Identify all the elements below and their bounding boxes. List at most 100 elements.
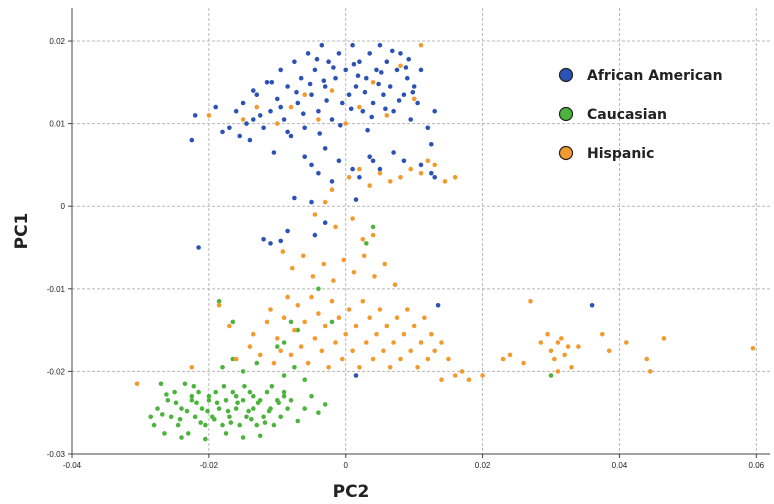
point-hispanic xyxy=(382,261,388,267)
point-african-american xyxy=(346,92,352,97)
point-caucasian xyxy=(233,406,239,411)
point-hispanic xyxy=(254,104,260,110)
point-african-american xyxy=(264,80,270,85)
point-hispanic xyxy=(452,175,458,180)
grid-layer xyxy=(72,8,770,454)
point-hispanic xyxy=(408,348,414,354)
point-african-american xyxy=(301,111,306,116)
point-hispanic xyxy=(227,323,232,329)
point-caucasian xyxy=(213,389,218,395)
point-african-american xyxy=(336,158,342,164)
legend-marker xyxy=(558,106,574,122)
point-hispanic xyxy=(353,323,359,329)
point-hispanic xyxy=(346,175,352,180)
point-hispanic xyxy=(432,348,438,354)
point-caucasian xyxy=(302,406,308,411)
point-african-american xyxy=(227,125,232,131)
point-african-american xyxy=(294,89,299,95)
point-african-american xyxy=(362,89,368,95)
point-hispanic xyxy=(387,179,393,184)
point-african-american xyxy=(189,137,195,143)
point-hispanic xyxy=(216,303,222,308)
point-hispanic xyxy=(271,360,277,366)
point-caucasian xyxy=(165,398,171,403)
point-caucasian xyxy=(309,393,314,399)
y-tick-label: 0.02 xyxy=(49,37,65,46)
point-caucasian xyxy=(172,389,177,395)
point-caucasian xyxy=(223,398,229,403)
point-hispanic xyxy=(367,315,373,321)
point-african-american xyxy=(192,113,198,118)
point-caucasian xyxy=(220,422,225,428)
point-african-american xyxy=(295,100,301,106)
point-african-american xyxy=(278,104,284,110)
point-african-american xyxy=(381,92,386,97)
point-hispanic xyxy=(377,307,383,312)
point-hispanic xyxy=(333,224,338,230)
point-caucasian xyxy=(206,398,212,403)
point-hispanic xyxy=(281,315,287,321)
point-african-american xyxy=(261,237,266,242)
point-hispanic xyxy=(408,166,414,172)
point-african-american xyxy=(379,70,384,75)
point-african-american xyxy=(343,67,349,73)
point-hispanic xyxy=(429,331,434,337)
point-hispanic xyxy=(333,340,338,345)
point-caucasian xyxy=(158,381,164,387)
point-hispanic xyxy=(364,340,369,345)
point-african-american xyxy=(367,51,373,56)
point-african-american xyxy=(261,125,266,131)
point-hispanic xyxy=(565,344,571,349)
point-hispanic xyxy=(439,340,444,345)
point-hispanic xyxy=(545,331,550,337)
point-caucasian xyxy=(230,356,236,362)
y-axis-title: PC1 xyxy=(12,213,32,250)
point-hispanic xyxy=(233,356,239,362)
point-african-american xyxy=(278,238,284,244)
point-hispanic xyxy=(370,80,376,85)
point-african-american xyxy=(281,117,287,122)
point-african-american xyxy=(309,92,314,97)
point-african-american xyxy=(292,59,297,64)
x-tick-label: 0.04 xyxy=(612,461,628,470)
point-caucasian xyxy=(316,410,321,416)
point-caucasian xyxy=(155,406,160,411)
point-caucasian xyxy=(281,373,287,378)
point-hispanic xyxy=(442,179,448,184)
point-hispanic xyxy=(329,187,335,192)
point-hispanic xyxy=(285,294,290,300)
point-african-american xyxy=(302,154,308,159)
point-hispanic xyxy=(309,294,314,300)
point-african-american xyxy=(367,154,373,159)
point-hispanic xyxy=(206,113,212,118)
point-caucasian xyxy=(254,360,260,366)
point-caucasian xyxy=(233,393,239,399)
y-tick-label: -0.02 xyxy=(47,367,66,376)
point-hispanic xyxy=(336,315,342,321)
point-caucasian xyxy=(275,344,280,349)
point-hispanic xyxy=(278,348,284,354)
point-african-american xyxy=(350,166,355,172)
point-hispanic xyxy=(316,117,321,122)
point-hispanic xyxy=(562,352,567,358)
point-caucasian xyxy=(196,389,201,395)
point-hispanic xyxy=(647,369,653,374)
point-hispanic xyxy=(321,261,327,267)
point-caucasian xyxy=(199,406,205,411)
point-hispanic xyxy=(452,373,458,378)
point-african-american xyxy=(370,158,376,164)
x-tick-label: -0.04 xyxy=(63,461,82,470)
point-caucasian xyxy=(168,414,174,420)
point-hispanic xyxy=(301,253,306,259)
point-caucasian xyxy=(281,340,287,345)
point-caucasian xyxy=(148,414,153,420)
point-hispanic xyxy=(298,344,304,349)
point-african-american xyxy=(271,150,277,155)
point-african-american xyxy=(285,228,290,234)
point-hispanic xyxy=(275,121,280,126)
point-hispanic xyxy=(357,104,362,110)
point-hispanic xyxy=(247,344,253,349)
point-hispanic xyxy=(374,331,379,337)
point-african-american xyxy=(338,123,343,128)
